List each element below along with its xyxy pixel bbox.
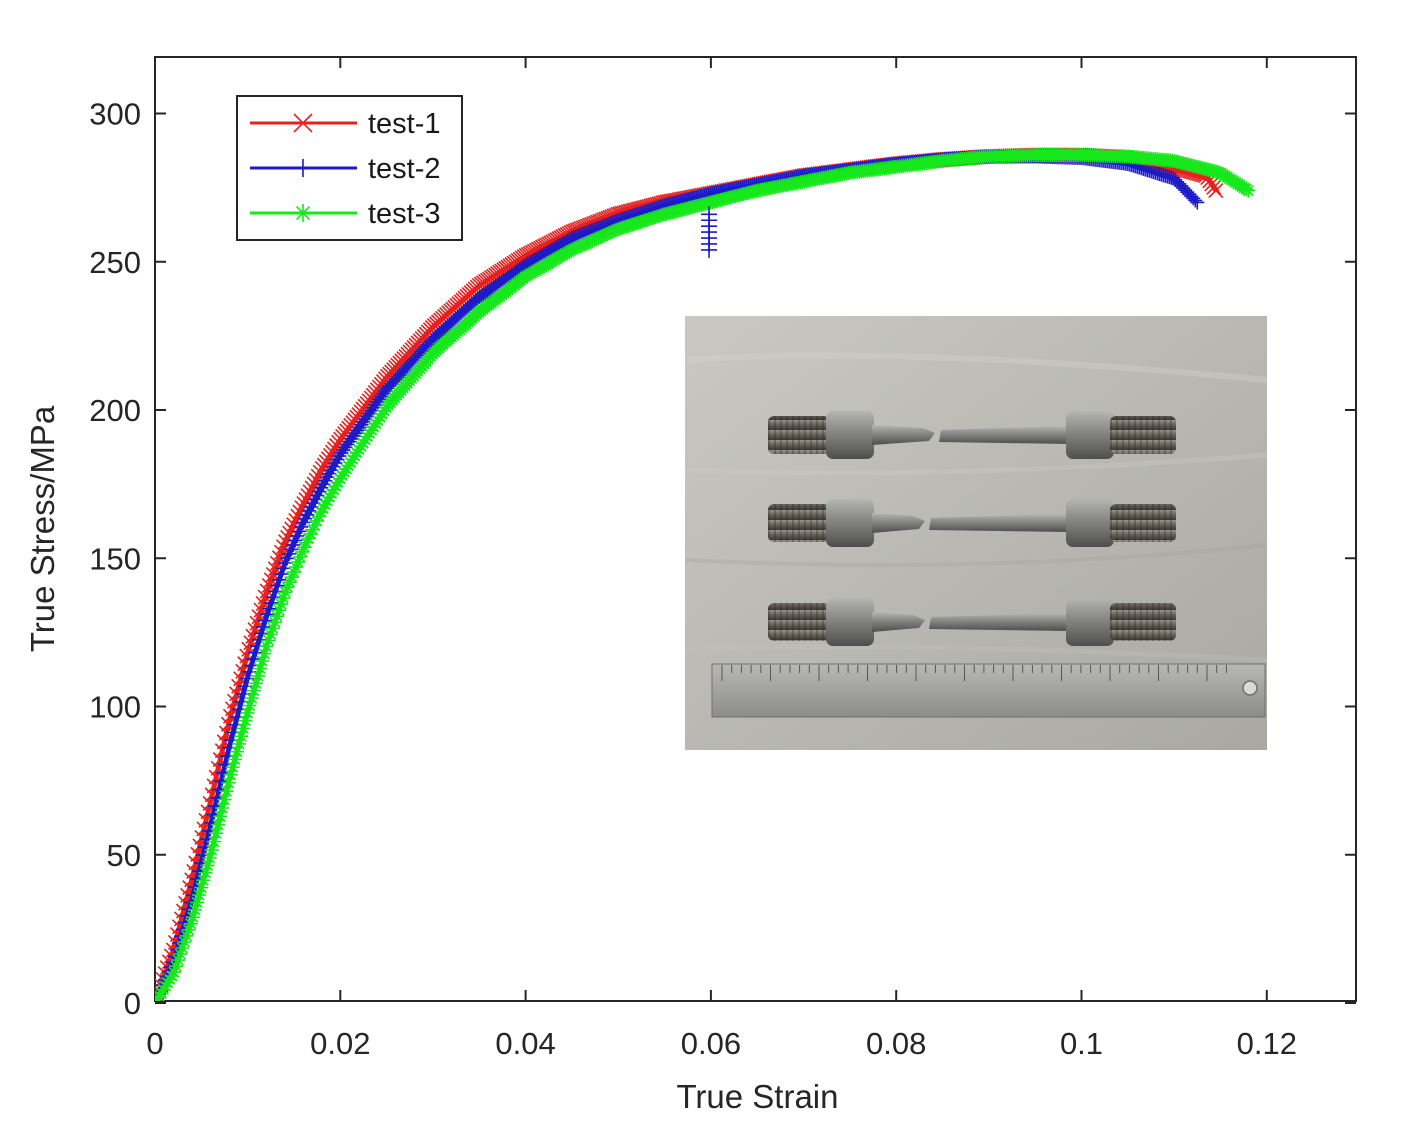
tensile-specimen	[768, 499, 1176, 547]
x-tick-label: 0.06	[681, 1026, 741, 1061]
y-tick-label: 250	[89, 245, 141, 280]
tensile-specimen	[768, 411, 1176, 459]
x-tick-label: 0.04	[495, 1026, 555, 1061]
y-tick-label: 150	[89, 541, 141, 576]
x-tick-label: 0.12	[1237, 1026, 1297, 1061]
legend-label: test-2	[368, 153, 441, 185]
legend: test-1 test-2 test-3	[236, 95, 463, 241]
legend-entry-test-1: test-1	[250, 108, 441, 140]
tensile-specimen	[768, 598, 1176, 646]
legend-entry-test-2: test-2	[250, 153, 441, 185]
series-markers-test-3	[155, 148, 1256, 1001]
data-curves	[155, 147, 1256, 1001]
ruler	[711, 663, 1266, 718]
y-axis-label: True Stress/MPa	[24, 405, 61, 652]
annotation-markers-test-2	[701, 206, 718, 258]
y-tick-label: 300	[89, 97, 141, 132]
x-axis-label: True Strain	[676, 1078, 838, 1115]
series-test-3	[155, 148, 1256, 1001]
legend-label: test-1	[368, 108, 441, 140]
y-tick-label: 100	[89, 690, 141, 725]
legend-entry-test-3: test-3	[250, 198, 441, 230]
y-tick-label: 200	[89, 393, 141, 428]
x-tick-label: 0	[146, 1026, 163, 1061]
axis-labels: True Strain True Stress/MPa	[24, 405, 839, 1115]
legend-label: test-3	[368, 198, 441, 230]
specimen-photo	[684, 316, 1268, 750]
x-tick-label: 0.1	[1060, 1026, 1103, 1061]
x-tick-label: 0.02	[310, 1026, 370, 1061]
y-tick-label: 50	[107, 838, 141, 873]
y-tick-label: 0	[124, 986, 141, 1021]
x-tick-label: 0.08	[866, 1026, 926, 1061]
